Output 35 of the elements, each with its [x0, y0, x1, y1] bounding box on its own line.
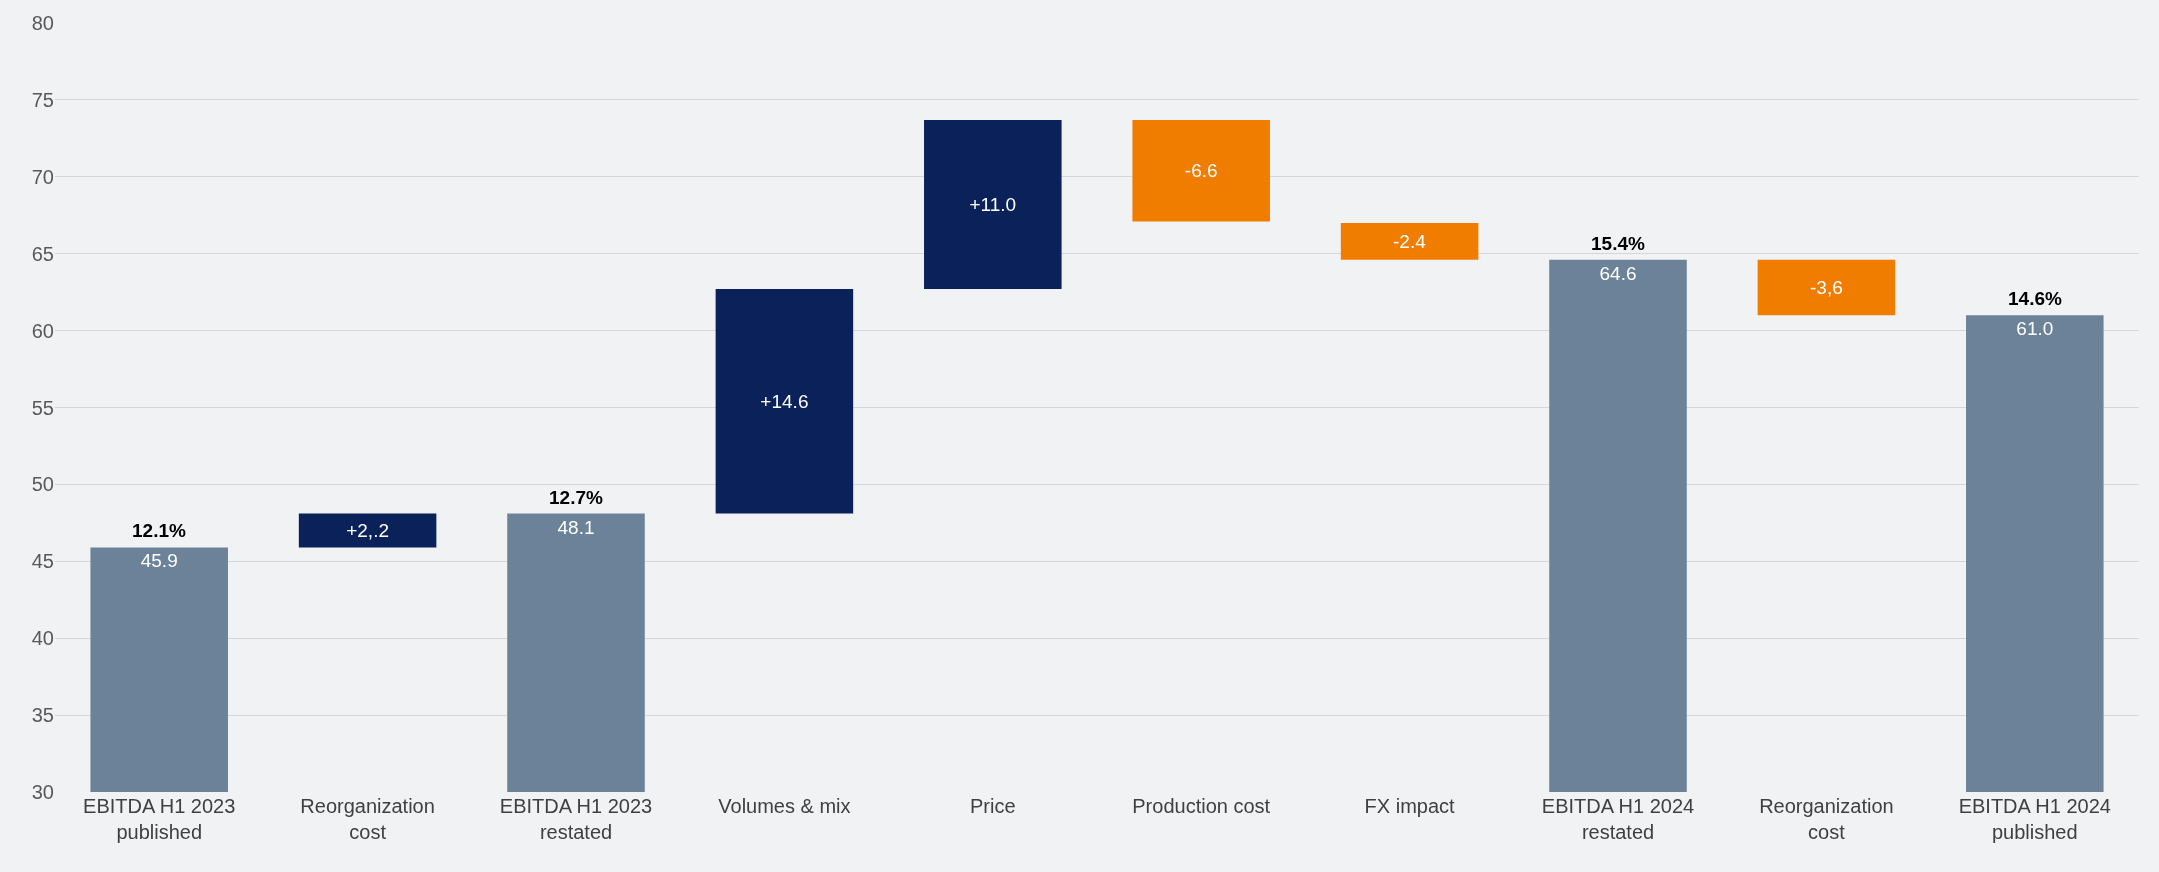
- y-tick-label: 70: [31, 165, 54, 188]
- x-tick-label: FX impact: [1364, 795, 1456, 817]
- y-tick-label: 60: [31, 319, 54, 342]
- y-tick-label: 45: [31, 550, 54, 573]
- data-label: -2.4: [1393, 230, 1427, 252]
- data-label: 45.9: [140, 550, 178, 572]
- y-tick-label: 80: [31, 12, 54, 34]
- x-tick-label: EBITDA H1 2023 published: [83, 795, 236, 843]
- y-tick-label: 35: [31, 704, 54, 727]
- x-tick-label: Production cost: [1132, 795, 1271, 817]
- x-tick-label: EBITDA H1 2024 restated: [1541, 795, 1695, 843]
- y-tick-label: 30: [31, 781, 54, 803]
- annotation: 12.1%: [132, 520, 186, 541]
- data-label: +11.0: [969, 193, 1017, 215]
- y-tick-label: 40: [31, 627, 54, 650]
- x-tick-label: Volumes & mix: [718, 795, 851, 817]
- data-label: -3,6: [1810, 277, 1843, 299]
- data-label: +2,.2: [346, 520, 389, 542]
- x-tick-label: Reorganization cost: [300, 795, 435, 843]
- data-label: 61.0: [2016, 318, 2054, 340]
- y-tick-label: 65: [31, 242, 54, 265]
- y-tick-label: 55: [31, 396, 54, 419]
- annotation: 15.4%: [1591, 233, 1645, 254]
- x-tick-label: EBITDA H1 2023 restated: [499, 795, 653, 843]
- x-tick-label: Reorganization cost: [1759, 795, 1894, 843]
- data-label: 48.1: [557, 516, 595, 538]
- data-label: +14.6: [760, 390, 809, 412]
- y-tick-label: 50: [31, 473, 54, 496]
- x-tick-label: Price: [970, 795, 1016, 817]
- data-label: -6.6: [1184, 160, 1218, 182]
- x-tick-label: EBITDA H1 2024 published: [1958, 795, 2111, 843]
- y-tick-label: 75: [31, 88, 54, 111]
- annotation: 12.7%: [549, 487, 603, 508]
- annotation: 14.6%: [2008, 288, 2062, 309]
- data-label: 64.6: [1599, 262, 1637, 284]
